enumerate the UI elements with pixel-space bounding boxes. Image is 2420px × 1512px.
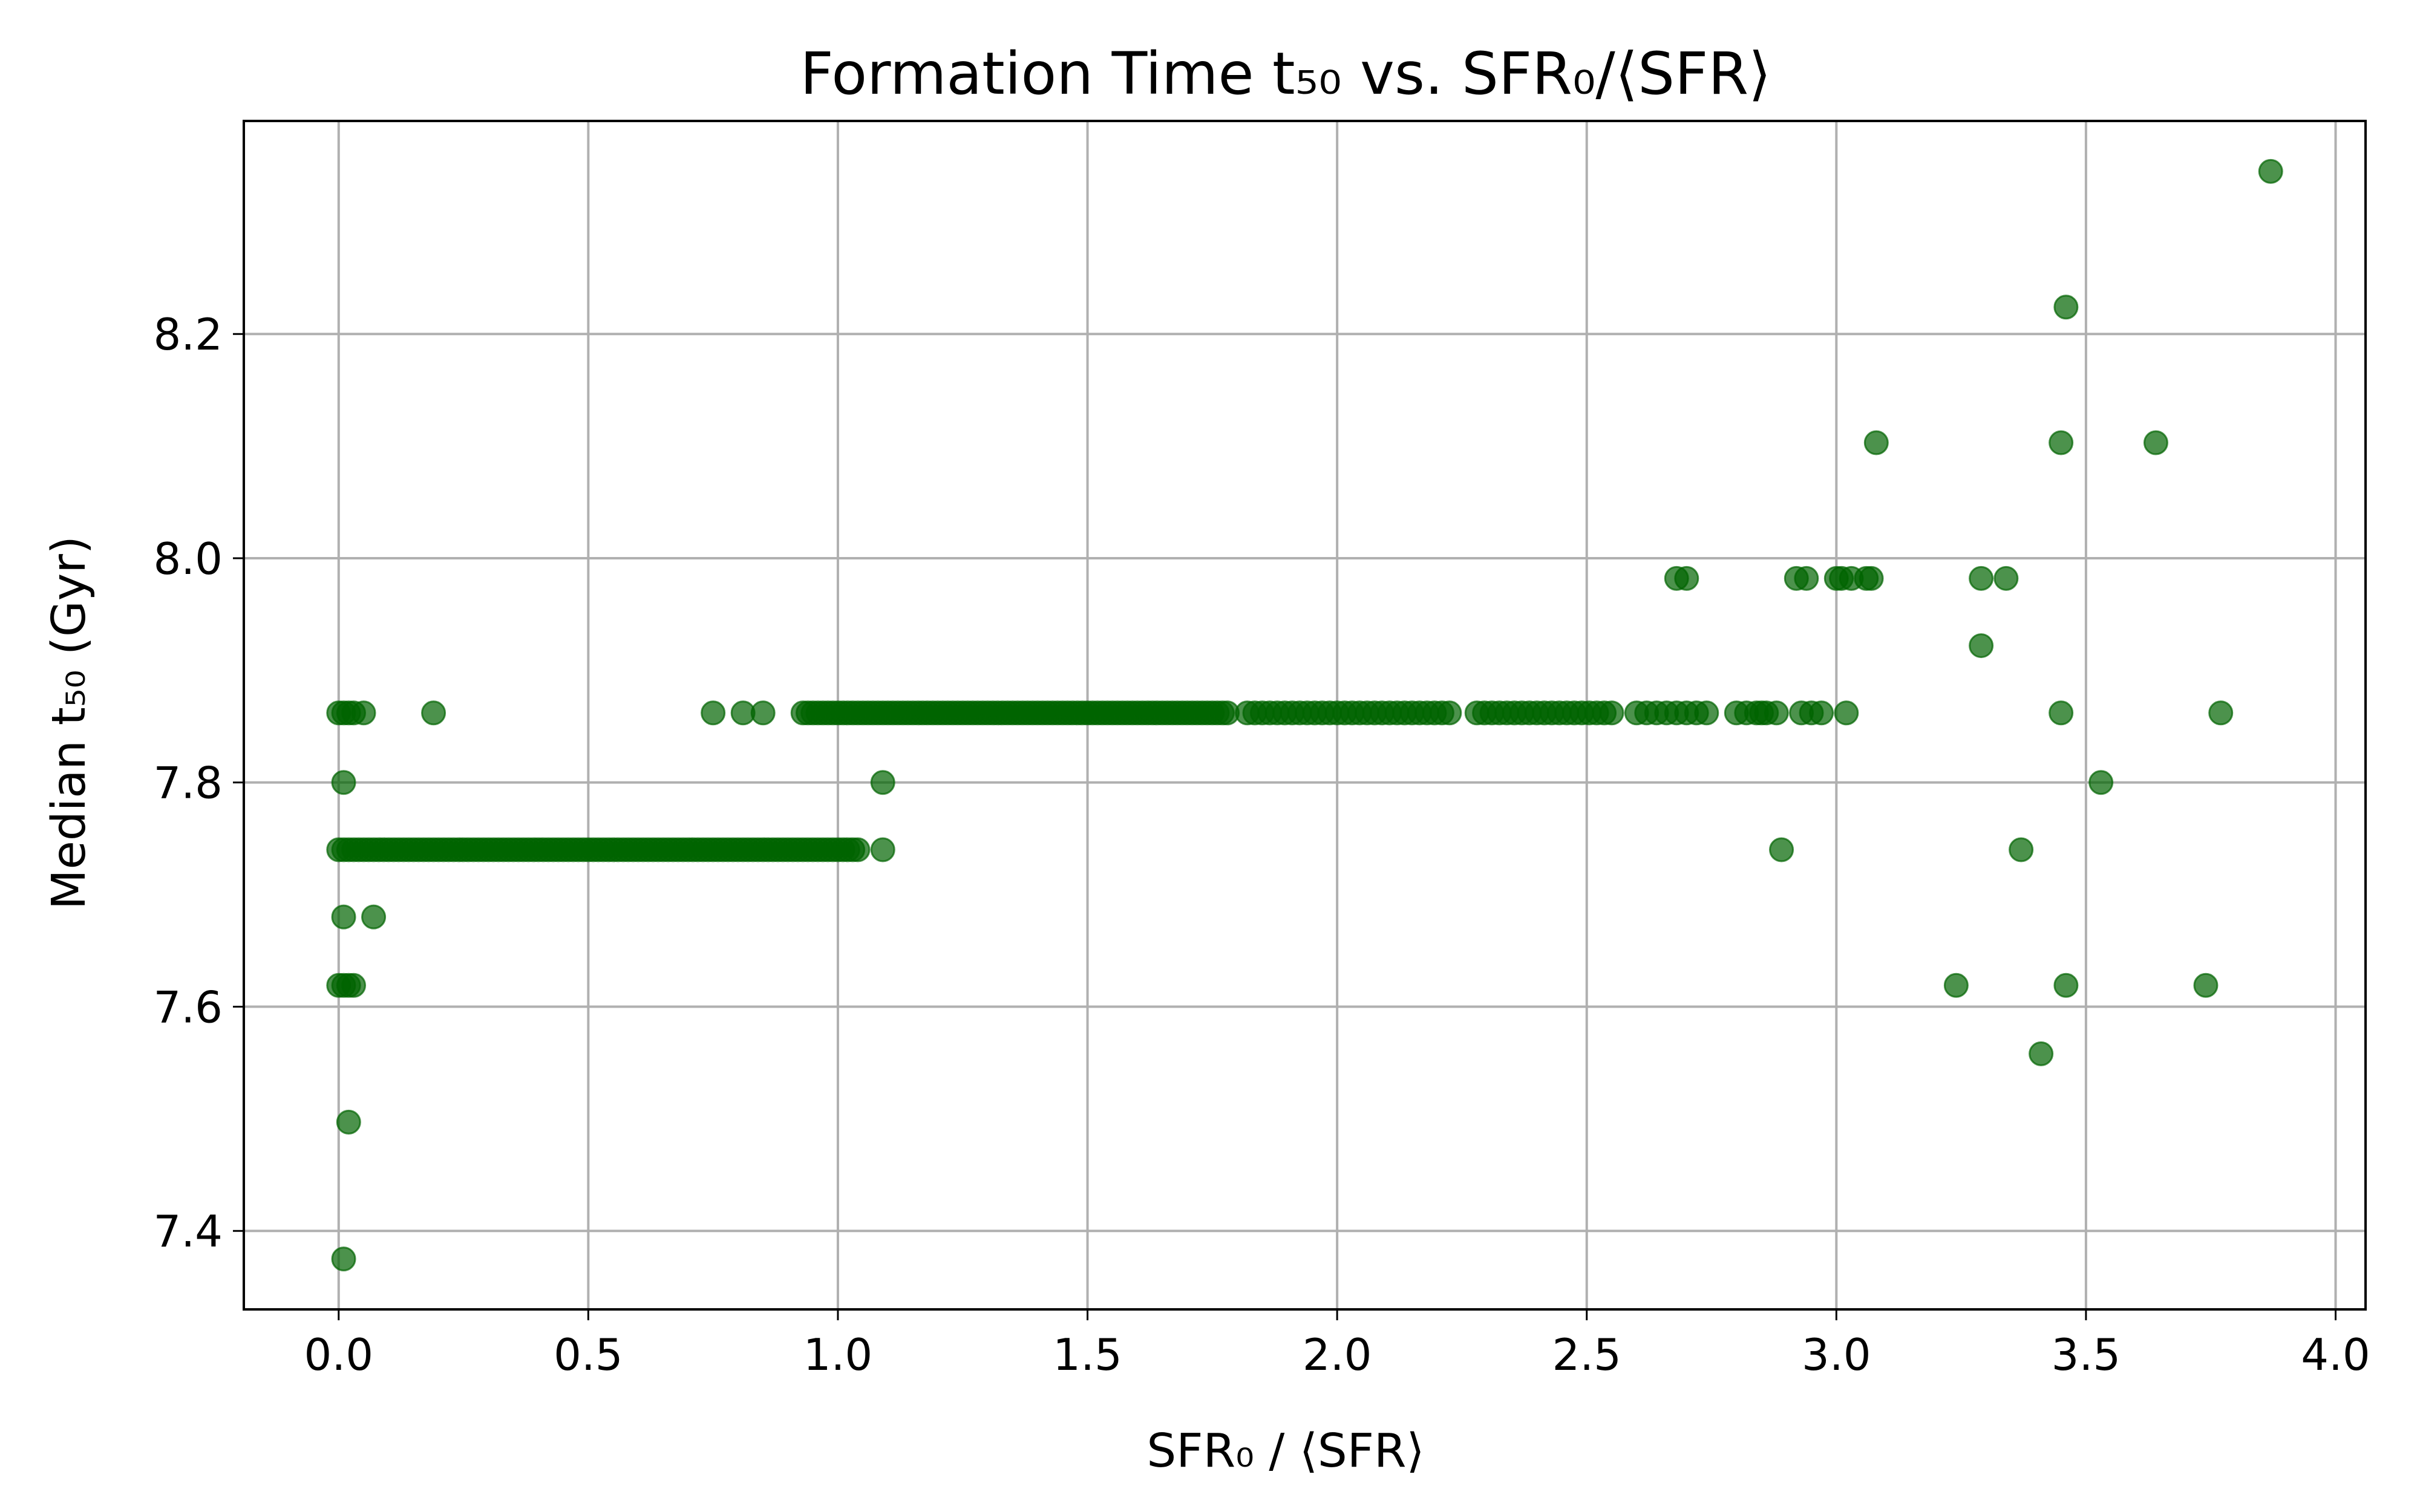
data-point [2053, 295, 2079, 320]
data-point [1943, 973, 1969, 998]
data-point [336, 1109, 361, 1135]
x-tick-label: 4.0 [2301, 1329, 2370, 1380]
data-point [2258, 158, 2283, 184]
data-point [2053, 973, 2079, 998]
data-point [1599, 700, 1624, 726]
x-tick-label: 1.5 [1053, 1329, 1122, 1380]
data-point [1859, 565, 1884, 591]
data-point [341, 973, 367, 998]
data-point [1794, 565, 1819, 591]
data-point [1969, 633, 1994, 659]
data-point [331, 770, 356, 795]
y-tick-label: 7.8 [153, 758, 223, 809]
data-point [351, 700, 376, 726]
data-point [1674, 565, 1699, 591]
y-tick-label: 7.6 [153, 982, 223, 1032]
data-point [870, 770, 895, 795]
data-point [701, 700, 726, 726]
x-tick-label: 0.5 [554, 1329, 623, 1380]
x-tick-label: 3.0 [1802, 1329, 1871, 1380]
data-point [1993, 565, 2019, 591]
data-point [2049, 430, 2074, 455]
plot-frame [243, 120, 2367, 1311]
data-point [1969, 565, 1994, 591]
data-point [2143, 430, 2168, 455]
x-tick-label: 2.5 [1552, 1329, 1621, 1380]
x-tick-label: 1.0 [803, 1329, 873, 1380]
chart-title: Formation Time t₅₀ vs. SFR₀/⟨SFR⟩ [800, 40, 1771, 108]
data-point [870, 837, 895, 862]
data-point [421, 700, 446, 726]
data-point [845, 837, 871, 862]
y-tick-label: 7.4 [153, 1206, 223, 1257]
ticks-layer: 0.0 0.5 1.0 1.5 2.0 2.5 3.0 3.5 4.0 7.4 7.6 7.8 8.0 8… [153, 309, 2370, 1380]
data-point [2193, 973, 2219, 998]
data-point [1764, 700, 1789, 726]
y-axis-title: Median t₅₀ (Gyr) [42, 536, 96, 910]
data-point [361, 904, 387, 930]
x-tick-label: 3.5 [2052, 1329, 2121, 1380]
x-tick-label: 2.0 [1303, 1329, 1372, 1380]
points-layer [326, 158, 2283, 1272]
data-point [331, 1246, 356, 1272]
data-point [750, 700, 776, 726]
data-point [2049, 700, 2074, 726]
data-point [1834, 700, 1859, 726]
data-point [2088, 770, 2114, 795]
data-point [1437, 700, 1462, 726]
data-point [331, 904, 356, 930]
data-point [2208, 700, 2234, 726]
y-tick-label: 8.0 [153, 533, 223, 584]
data-point [1769, 837, 1794, 862]
data-point [2029, 1041, 2054, 1066]
x-axis-title: SFR₀ / ⟨SFR⟩ [1146, 1424, 1424, 1478]
y-tick-label: 8.2 [153, 309, 223, 360]
data-point [1694, 700, 1719, 726]
data-point [1809, 700, 1834, 726]
x-tick-label: 0.0 [304, 1329, 374, 1380]
data-point [1863, 430, 1889, 455]
data-point [2009, 837, 2034, 862]
